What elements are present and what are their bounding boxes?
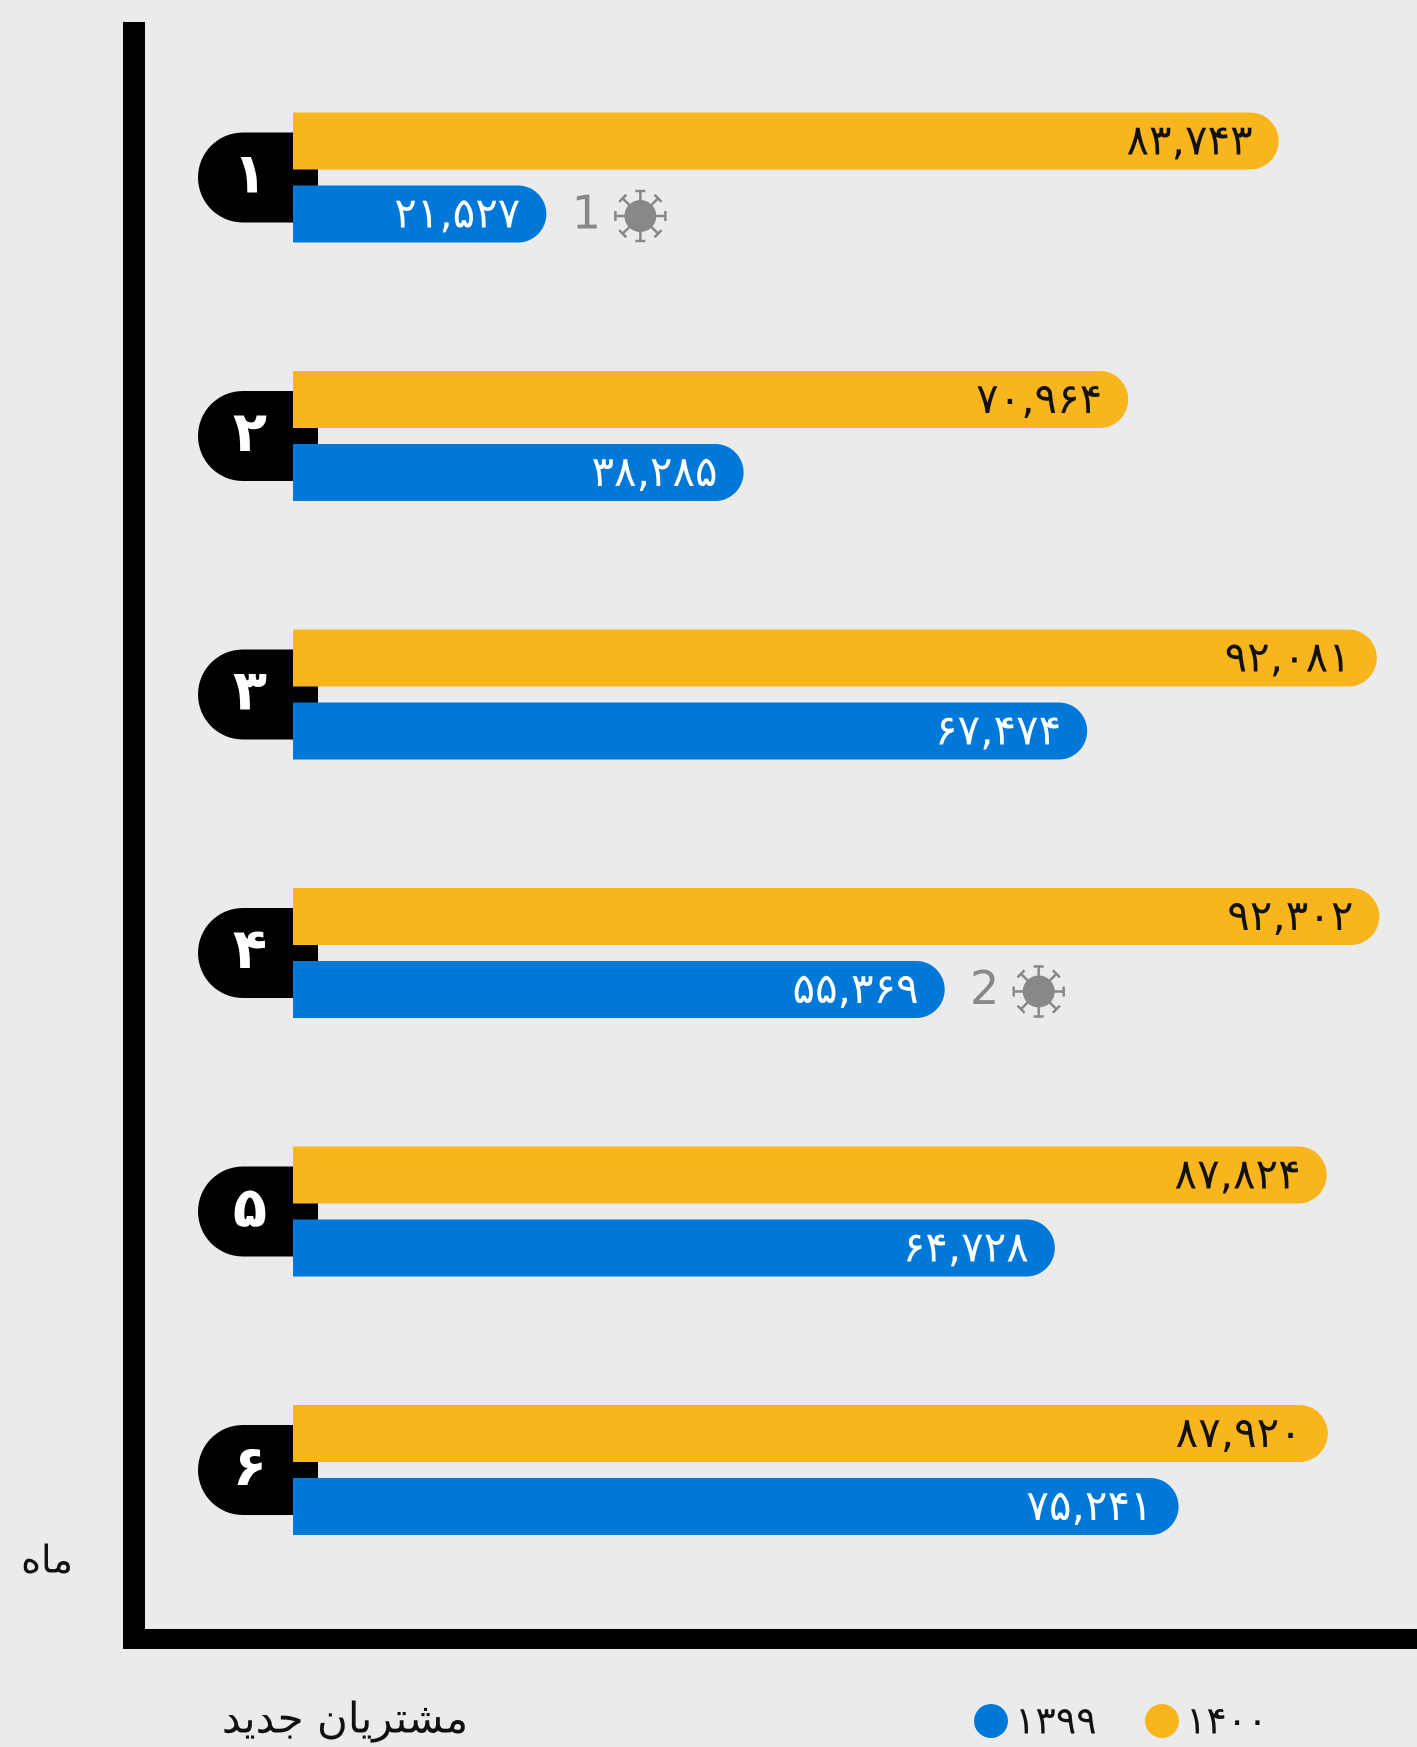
category-label: ۲ (233, 400, 267, 465)
value-label: ۶۴,۷۲۸ (903, 1223, 1029, 1272)
category-badge (198, 391, 318, 481)
category-badge (198, 1166, 318, 1257)
virus-spike-cap (653, 193, 663, 203)
bar (293, 1219, 1055, 1277)
value-label: ۸۷,۹۲۰ (1176, 1408, 1302, 1457)
category-label: ۶ (233, 1434, 267, 1499)
virus-spike-cap (618, 193, 628, 203)
value-label: ۲۱,۵۲۷ (394, 189, 520, 238)
virus-spike-cap (1016, 969, 1026, 979)
virus-body (624, 200, 657, 232)
virus-spike-cap (1051, 1004, 1061, 1014)
virus-spike-cap (1016, 1004, 1026, 1014)
value-label: ۵۵,۳۶۹ (793, 964, 919, 1013)
legend-label: ۱۴۰۰ (1186, 1699, 1268, 1743)
category-label: ۳ (233, 659, 267, 724)
value-label: ۶۷,۴۷۴ (935, 706, 1061, 755)
virus-spike-cap (653, 229, 663, 239)
bar (293, 444, 744, 501)
category-badge (198, 649, 318, 740)
value-label: ۸۷,۸۲۴ (1175, 1150, 1301, 1199)
value-label: ۳۸,۲۸۵ (591, 447, 717, 496)
virus-icon (614, 189, 667, 243)
virus-spike-cap (618, 229, 628, 239)
bar (293, 1405, 1328, 1462)
bar (293, 112, 1279, 170)
category-label: ۴ (233, 917, 267, 982)
bar (293, 1478, 1179, 1535)
bar (293, 629, 1377, 687)
category-badge (198, 908, 318, 998)
bar (293, 961, 945, 1018)
virus-spike-cap (1051, 969, 1061, 979)
y-axis-label: ماه (21, 1538, 73, 1582)
x-axis-label: مشتریان جدید (222, 1694, 468, 1743)
x-axis (123, 1629, 1417, 1649)
value-label: ۷۵,۲۴۱ (1026, 1481, 1152, 1530)
legend-swatch (1145, 1704, 1179, 1738)
annotation: 1 (572, 186, 601, 240)
annotation: 2 (970, 961, 999, 1015)
value-label: ۸۳,۷۴۳ (1126, 116, 1252, 165)
value-label: ۹۲,۳۰۲ (1227, 891, 1353, 940)
legend-label: ۱۳۹۹ (1015, 1699, 1097, 1743)
category-label: ۱ (233, 142, 267, 207)
virus-body (1022, 975, 1055, 1008)
category-badge (198, 1425, 318, 1515)
bar (293, 1146, 1327, 1204)
bar (293, 185, 547, 243)
y-axis (123, 22, 145, 1649)
category-label: ۵ (233, 1176, 267, 1241)
category-badge (198, 132, 318, 223)
bar (293, 702, 1088, 760)
bar (293, 371, 1129, 428)
value-label: ۷۰,۹۶۴ (976, 374, 1102, 423)
value-label: ۹۲,۰۸۱ (1225, 633, 1351, 682)
virus-icon (1012, 965, 1065, 1018)
legend-swatch (974, 1704, 1008, 1738)
bar (293, 888, 1380, 945)
